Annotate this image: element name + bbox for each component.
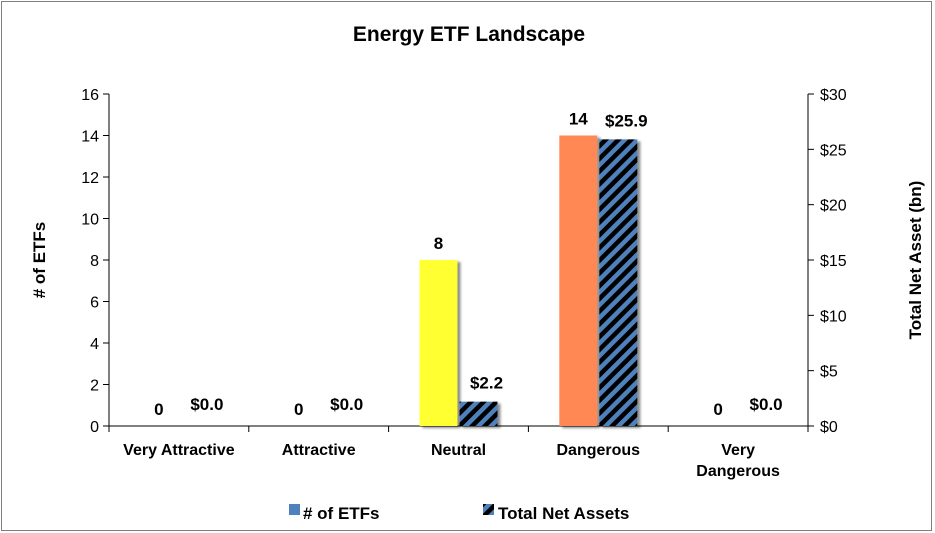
data-labels: 0 $0.0 0 $0.0 8 $2.2 14 $25.9 0 $0.0 bbox=[154, 110, 782, 420]
x-category-label: Very Dangerous bbox=[696, 442, 780, 480]
y-left-tick-label: 0 bbox=[90, 419, 99, 436]
x-category-label: Attractive bbox=[282, 442, 356, 459]
legend: # of ETFs Total Net Assets bbox=[289, 504, 629, 523]
data-label-etf-count: 0 bbox=[294, 400, 303, 419]
y-left-tick-label: 10 bbox=[81, 212, 99, 229]
data-label-net-assets: $2.2 bbox=[470, 374, 503, 393]
x-category-label: Dangerous bbox=[557, 442, 641, 459]
axes: 0 2 4 6 8 10 12 14 16 $0 $5 $10 $15 $20 $25 $30 Very Att… bbox=[81, 87, 847, 480]
y-right-tick-label: $5 bbox=[820, 364, 838, 381]
y-left-tick-label: 12 bbox=[81, 170, 99, 187]
y-left-axis-title: # of ETFs bbox=[30, 222, 49, 299]
bars bbox=[419, 135, 638, 426]
y-left-tick-label: 4 bbox=[90, 336, 99, 353]
bar-etf-count bbox=[419, 260, 458, 426]
legend-label-etf-count: # of ETFs bbox=[303, 504, 380, 523]
bar-net-assets bbox=[459, 401, 498, 426]
bar-etf-count bbox=[559, 135, 598, 426]
bar-net-assets bbox=[599, 139, 638, 426]
y-right-tick-label: $30 bbox=[820, 87, 847, 104]
data-label-etf-count: 8 bbox=[434, 234, 443, 253]
x-category-label: Very Attractive bbox=[123, 442, 235, 459]
chart-title: Energy ETF Landscape bbox=[353, 23, 585, 46]
legend-swatch-etf-count bbox=[289, 504, 300, 515]
legend-label-net-assets: Total Net Assets bbox=[498, 504, 629, 523]
data-label-etf-count: 0 bbox=[154, 400, 163, 419]
y-right-tick-label: $0 bbox=[820, 419, 838, 436]
data-label-net-assets: $0.0 bbox=[190, 395, 223, 414]
y-right-tick-label: $10 bbox=[820, 308, 847, 325]
y-right-axis-title: Total Net Asset (bn) bbox=[906, 181, 925, 340]
y-right-tick-label: $15 bbox=[820, 253, 847, 270]
data-label-etf-count: 14 bbox=[569, 110, 588, 129]
y-right-tick-label: $25 bbox=[820, 142, 847, 159]
data-label-net-assets: $25.9 bbox=[605, 111, 648, 130]
y-left-tick-label: 2 bbox=[90, 378, 99, 395]
y-right-tick-label: $20 bbox=[820, 198, 847, 215]
y-left-tick-label: 14 bbox=[81, 129, 99, 146]
y-left-tick-label: 6 bbox=[90, 295, 99, 312]
data-label-etf-count: 0 bbox=[713, 400, 722, 419]
data-label-net-assets: $0.0 bbox=[750, 395, 783, 414]
y-left-tick-label: 8 bbox=[90, 253, 99, 270]
legend-swatch-net-assets bbox=[483, 504, 494, 515]
data-label-net-assets: $0.0 bbox=[330, 395, 363, 414]
y-left-tick-label: 16 bbox=[81, 87, 99, 104]
x-category-label: Neutral bbox=[431, 442, 486, 459]
